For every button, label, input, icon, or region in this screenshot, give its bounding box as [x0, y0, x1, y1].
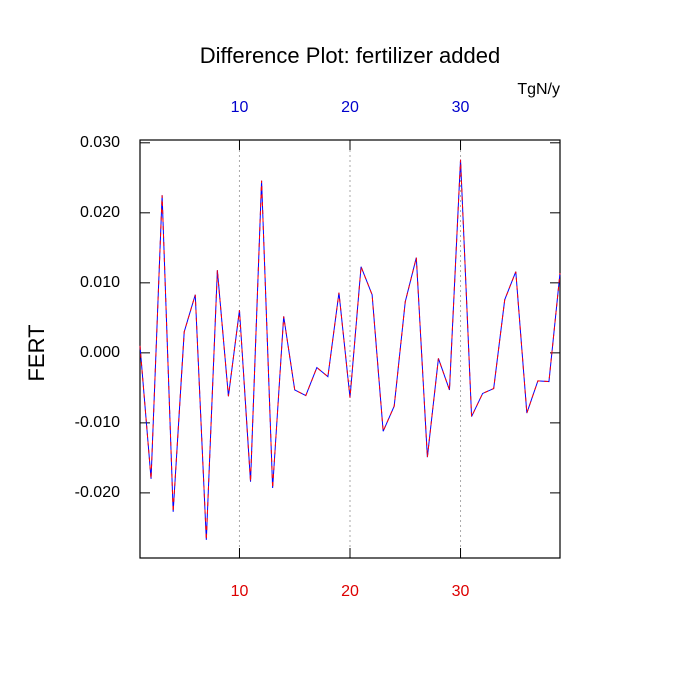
y-tick-label: -0.010: [75, 414, 120, 431]
y-tick-label: -0.020: [75, 484, 120, 501]
y-axis-label: FERT: [24, 324, 49, 381]
axis-annotation: TgN/y: [517, 81, 560, 98]
x-tick-label-top: 10: [231, 99, 249, 116]
data-line-dashed: [139, 159, 561, 540]
x-tick-label: 10: [231, 583, 249, 600]
x-tick-label: 20: [341, 583, 359, 600]
x-tick-label-top: 30: [452, 99, 470, 116]
y-tick-label: 0.030: [80, 134, 120, 151]
chart-title: Difference Plot: fertilizer added: [200, 43, 500, 68]
y-tick-label: 0.000: [80, 344, 120, 361]
y-tick-label: 0.020: [80, 204, 120, 221]
x-tick-label: 30: [452, 583, 470, 600]
x-tick-label-top: 20: [341, 99, 359, 116]
y-tick-label: 0.010: [80, 274, 120, 291]
